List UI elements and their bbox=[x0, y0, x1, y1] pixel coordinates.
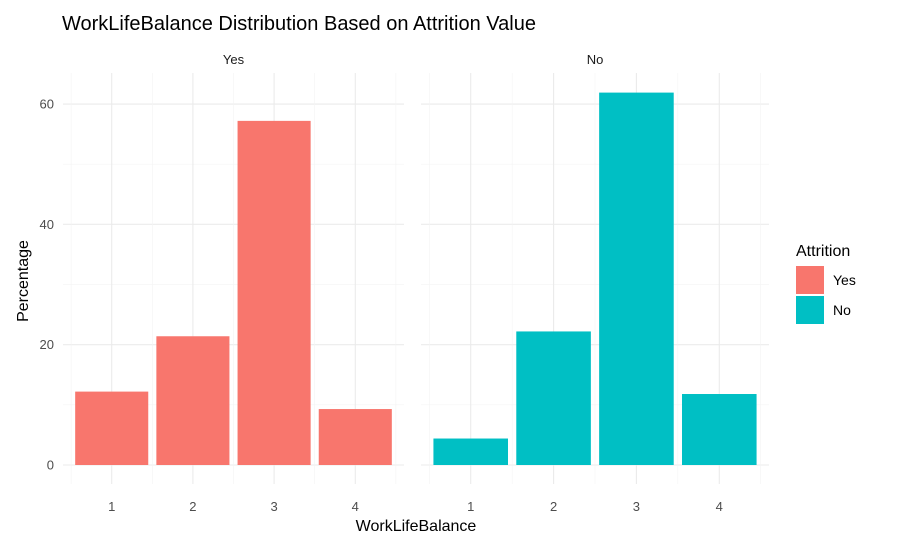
x-tick-label: 2 bbox=[189, 499, 196, 514]
legend-label-no: No bbox=[833, 302, 851, 318]
x-axis-title: WorkLifeBalance bbox=[356, 518, 477, 535]
y-tick-label: 0 bbox=[47, 458, 54, 473]
facet-panel-no: No 1 2 3 4 bbox=[421, 52, 769, 514]
bar-no-3 bbox=[599, 92, 674, 465]
facet-strip-label: No bbox=[587, 52, 604, 67]
x-tick-label: 3 bbox=[633, 499, 640, 514]
bar-yes-2 bbox=[156, 336, 230, 465]
x-tick-label: 4 bbox=[716, 499, 723, 514]
bar-no-4 bbox=[682, 394, 757, 465]
bar-yes-1 bbox=[75, 391, 149, 465]
facet-strip-label: Yes bbox=[223, 52, 245, 67]
bar-no-1 bbox=[433, 438, 508, 465]
x-tick-label: 3 bbox=[270, 499, 277, 514]
bar-no-2 bbox=[516, 331, 591, 465]
bar-yes-3 bbox=[237, 120, 311, 466]
legend-swatch-no bbox=[796, 296, 824, 324]
x-tick-label: 1 bbox=[467, 499, 474, 514]
legend-items: Yes No bbox=[796, 266, 856, 324]
x-tick-label: 2 bbox=[550, 499, 557, 514]
legend: Attrition Yes No bbox=[796, 243, 856, 324]
legend-label-yes: Yes bbox=[833, 272, 856, 288]
x-tick-label: 1 bbox=[108, 499, 115, 514]
y-tick-label: 60 bbox=[40, 97, 54, 112]
x-tick-label: 4 bbox=[352, 499, 359, 514]
y-tick-label: 20 bbox=[40, 337, 54, 352]
bar-yes-4 bbox=[318, 409, 392, 465]
legend-swatch-yes bbox=[796, 266, 824, 294]
y-tick-label: 40 bbox=[40, 217, 54, 232]
y-axis-title: Percentage bbox=[15, 240, 32, 322]
legend-title: Attrition bbox=[796, 243, 850, 260]
chart-title: WorkLifeBalance Distribution Based on At… bbox=[62, 13, 536, 35]
